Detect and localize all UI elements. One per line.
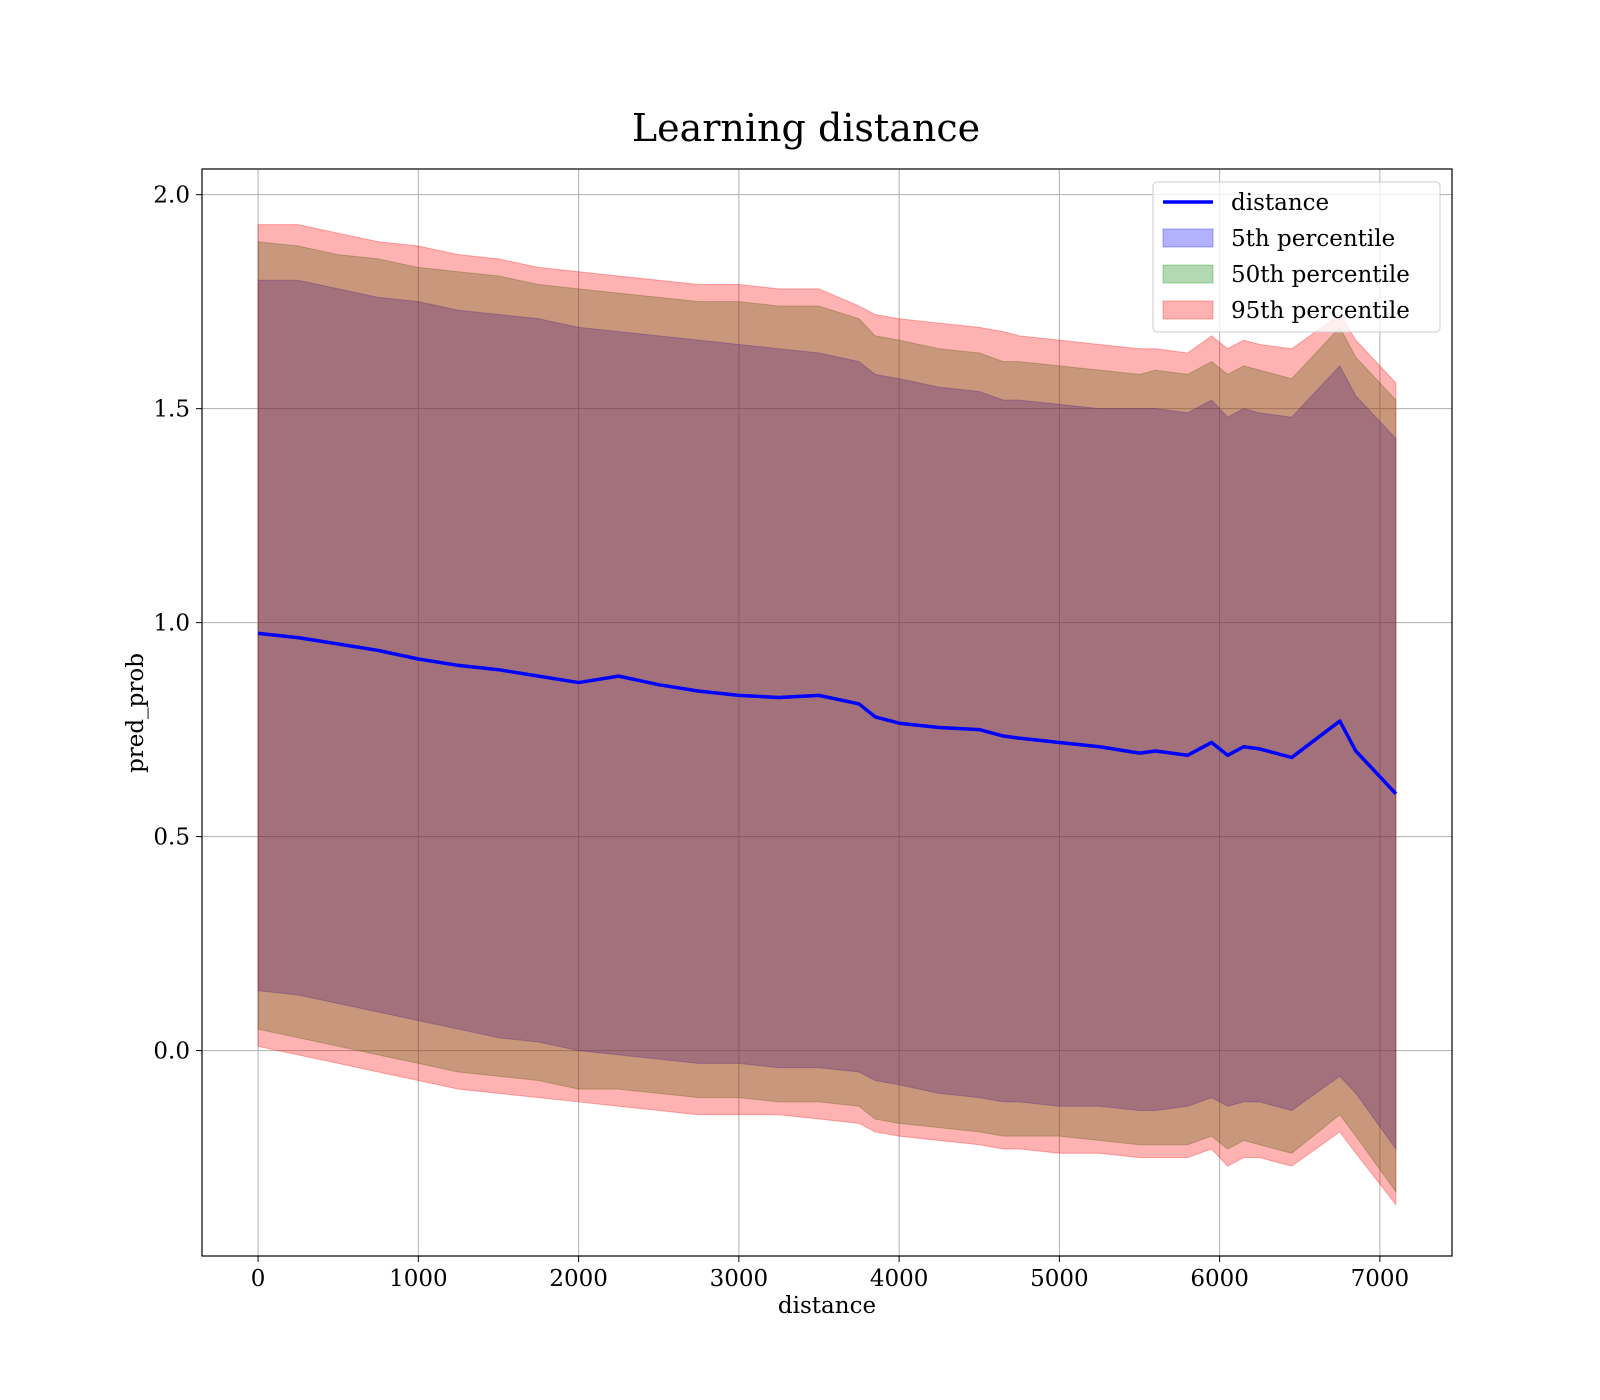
band-50th-percentile: [257, 241, 1397, 1194]
series-line-distance: [257, 631, 1398, 796]
legend-box: [1152, 181, 1441, 333]
band-95th-percentile: [257, 224, 1397, 1207]
legend-swatch-50th-percentile: [1162, 264, 1214, 284]
data-lines: [257, 631, 1398, 796]
legend-swatch-95th-percentile: [1162, 300, 1214, 320]
y-tick-label: 0.5: [153, 825, 190, 851]
x-tick-label: 2000: [549, 1266, 608, 1292]
legend: distance 5th percentile 50th percentile 95t…: [1152, 181, 1441, 333]
x-tick-label: 1000: [389, 1266, 448, 1292]
legend-label: 5th percentile: [1231, 226, 1395, 252]
x-tick-label: 5000: [1030, 1266, 1089, 1292]
legend-label: distance: [1231, 190, 1329, 216]
x-tick-label: 4000: [870, 1266, 929, 1292]
y-tick-label: 0.0: [153, 1039, 190, 1065]
y-tick-label: 1.0: [153, 611, 190, 637]
x-axis-label: distance: [778, 1293, 876, 1319]
plot-frame: [201, 168, 1453, 1257]
grid: [202, 169, 1452, 1256]
y-axis-label: pred_prob: [123, 653, 149, 773]
chart-title: Learning distance: [632, 106, 980, 150]
legend-label: 95th percentile: [1231, 298, 1410, 324]
x-tick-label: 3000: [710, 1266, 769, 1292]
x-tick-label: 0: [251, 1266, 266, 1292]
legend-swatch-5th-percentile: [1162, 228, 1214, 248]
band-5th-percentile: [257, 279, 1397, 1151]
x-tick-label: 7000: [1351, 1266, 1410, 1292]
ticks: 0 1000 2000 3000 4000 5000 6000 7000 0.0 0.5 1.0 1.…: [153, 183, 1409, 1292]
percentile-bands: [257, 224, 1397, 1207]
y-tick-label: 1.5: [153, 397, 190, 423]
legend-label: 50th percentile: [1231, 262, 1410, 288]
y-tick-label: 2.0: [153, 183, 190, 209]
x-tick-label: 6000: [1190, 1266, 1249, 1292]
